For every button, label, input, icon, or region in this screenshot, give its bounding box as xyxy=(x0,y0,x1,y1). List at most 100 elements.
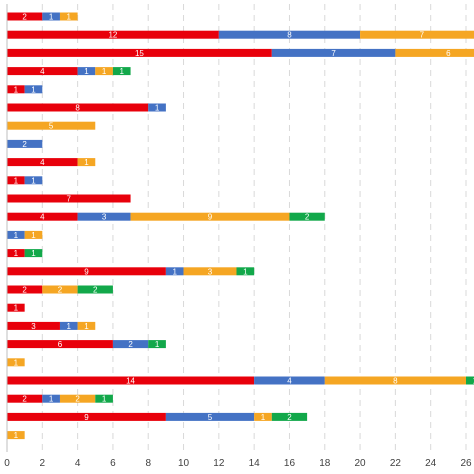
data-label: 5 xyxy=(208,413,213,422)
data-label: 9 xyxy=(208,213,213,222)
x-tick-label: 10 xyxy=(178,458,190,469)
x-tick-label: 22 xyxy=(390,458,402,469)
bar-segment xyxy=(24,230,43,239)
data-label: 2 xyxy=(22,286,27,295)
bar-segment xyxy=(289,212,325,221)
bar-row: 7 xyxy=(7,194,131,204)
data-label: 8 xyxy=(393,377,398,386)
data-label: 1 xyxy=(155,104,160,113)
bar-segment xyxy=(59,394,96,403)
bar-segment xyxy=(324,376,466,385)
bar-segment xyxy=(271,48,396,57)
data-label: 1 xyxy=(84,67,89,76)
bar-row: 6 2 1 xyxy=(7,340,166,349)
data-label: 1 xyxy=(14,85,19,94)
bar-segment xyxy=(7,340,113,349)
data-label: 1 xyxy=(102,67,107,76)
bar-segment xyxy=(7,139,43,148)
data-label: 3 xyxy=(31,322,36,331)
data-label: 4 xyxy=(40,158,45,167)
bar-row: 4 1 1 1 xyxy=(7,67,131,76)
data-label: 2 xyxy=(22,395,27,404)
bar-segment xyxy=(7,212,78,221)
data-label: 1 xyxy=(67,322,72,331)
data-label: 1 xyxy=(14,249,19,258)
bar-segment xyxy=(7,12,43,21)
x-tick-label: 26 xyxy=(460,458,472,469)
x-tick-label: 4 xyxy=(75,458,81,469)
data-label: 1 xyxy=(14,304,19,313)
x-tick-label: 24 xyxy=(425,458,437,469)
x-tick-label: 12 xyxy=(213,458,225,469)
data-label: 1 xyxy=(14,231,19,240)
bar-segment xyxy=(7,249,25,258)
bar-row: 1 xyxy=(7,358,25,367)
data-label: 6 xyxy=(58,340,63,349)
data-label: 1 xyxy=(261,413,266,422)
data-label: 1 xyxy=(172,267,177,276)
data-label: 2 xyxy=(287,413,292,422)
bar-segment xyxy=(7,121,96,130)
bar-row: 12 8 7 xyxy=(7,30,474,40)
data-label: 5 xyxy=(49,122,54,131)
bar-segment xyxy=(148,340,166,349)
bar-row: 15 7 6 xyxy=(7,48,474,58)
bar-segment xyxy=(77,67,96,76)
bar-segment xyxy=(77,285,113,294)
bar-segment xyxy=(7,85,25,94)
bar-row: 2 2 2 xyxy=(7,285,113,295)
bar-segment xyxy=(24,85,43,94)
bar-segment xyxy=(7,321,60,330)
bar-segment xyxy=(254,412,272,421)
bar-segment xyxy=(271,412,308,421)
data-label: 1 xyxy=(14,176,19,185)
bar-segment xyxy=(7,158,78,167)
bar-row: 1 xyxy=(7,303,25,313)
bar-segment xyxy=(7,394,43,403)
data-label: 8 xyxy=(75,104,80,113)
bar-row: 2 xyxy=(7,139,43,149)
data-label: 1 xyxy=(31,176,36,185)
bar-segment xyxy=(77,321,96,330)
data-label: 1 xyxy=(120,67,125,76)
x-tick-label: 20 xyxy=(355,458,367,469)
bar-segment xyxy=(42,285,78,294)
bar-row: 9 5 1 2 xyxy=(7,412,308,422)
data-label: 9 xyxy=(84,267,89,276)
data-label: 1 xyxy=(49,13,54,22)
bar-segment xyxy=(7,267,166,276)
data-label: 1 xyxy=(49,395,54,404)
bar-segment xyxy=(130,212,290,221)
data-label: 7 xyxy=(420,31,425,40)
bar-segment xyxy=(112,67,131,76)
bar-segment xyxy=(165,267,184,276)
bar-segment xyxy=(254,376,325,385)
data-label: 2 xyxy=(22,140,27,149)
bar-segment xyxy=(7,67,78,76)
bar-segment xyxy=(42,12,60,21)
bar-segment xyxy=(7,230,25,239)
data-label: 1 xyxy=(31,85,36,94)
data-label: 1 xyxy=(155,340,160,349)
bar-segment xyxy=(7,194,131,203)
data-label: 15 xyxy=(135,49,144,58)
data-label: 1 xyxy=(14,431,19,440)
bar-segment xyxy=(183,267,237,276)
data-label: 3 xyxy=(208,267,213,276)
data-label: 1 xyxy=(67,13,72,22)
data-label: 1 xyxy=(31,249,36,258)
bar-segment xyxy=(236,267,255,276)
bar-segment xyxy=(95,67,113,76)
data-label: 1 xyxy=(243,267,248,276)
bar-segment xyxy=(395,48,474,57)
bar-row: 5 xyxy=(7,121,96,131)
data-label: 14 xyxy=(126,377,135,386)
bar-segment xyxy=(466,376,474,385)
bar-segment xyxy=(42,394,60,403)
